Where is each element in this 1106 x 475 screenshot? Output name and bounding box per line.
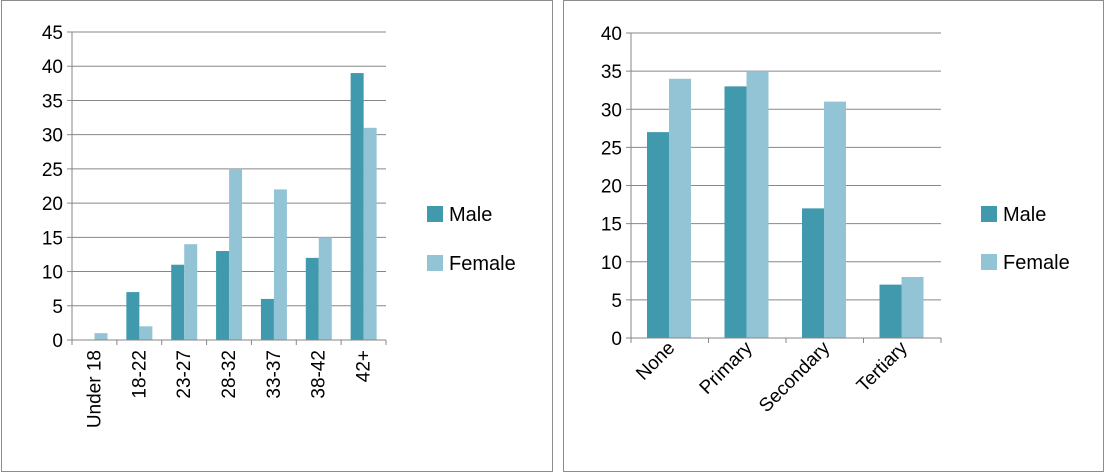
bar-female	[746, 71, 769, 338]
x-tick-label: 28-32	[219, 350, 240, 399]
bar-male	[305, 257, 319, 340]
y-tick-label: 5	[611, 291, 622, 312]
y-tick-label: 0	[611, 329, 622, 350]
y-tick-label: 20	[42, 194, 63, 215]
legend-swatch-female	[427, 255, 443, 271]
y-tick-label: 30	[601, 100, 622, 121]
x-tick-label: Primary	[696, 337, 757, 398]
legend-label-female: Female	[449, 253, 516, 275]
x-tick-label: 42+	[354, 350, 375, 382]
x-tick-label: 23-27	[174, 350, 195, 399]
bar-female	[229, 168, 243, 340]
x-tick-label: 33-37	[264, 350, 285, 399]
bar-female	[184, 244, 198, 340]
y-tick-label: 5	[52, 297, 63, 318]
y-tick-label: 20	[601, 177, 622, 198]
bar-female	[318, 237, 332, 340]
x-tick-label: Tertiary	[853, 337, 912, 396]
y-tick-label: 10	[42, 263, 63, 284]
y-tick-label: 10	[601, 253, 622, 274]
y-tick-label: 0	[52, 331, 63, 352]
bar-male	[724, 86, 747, 338]
x-tick-label: 38-42	[309, 350, 330, 399]
bar-male	[802, 208, 824, 338]
bar-female	[273, 189, 287, 340]
y-tick-label: 35	[42, 91, 63, 112]
x-tick-label: None	[632, 338, 679, 385]
y-tick-label: 40	[601, 24, 622, 45]
bar-male	[216, 251, 230, 340]
chart-panel-education: 0 5 10 15 20 25 30 35 40 None Primary Secondary Tert…	[563, 0, 1104, 472]
bar-male	[647, 132, 669, 338]
y-tick-label: 35	[601, 62, 622, 83]
bar-male	[879, 284, 902, 338]
bar-female	[94, 333, 108, 340]
y-tick-label: 15	[601, 215, 622, 236]
legend-label-male: Male	[1003, 204, 1046, 226]
y-tick-label: 30	[42, 126, 63, 147]
bar-female	[363, 127, 377, 340]
bar-female	[669, 78, 691, 338]
x-tick-label: Secondary	[755, 337, 834, 416]
legend-swatch-male	[981, 206, 997, 222]
bar-female	[824, 101, 846, 338]
bar-female	[901, 277, 924, 338]
legend-swatch-female	[981, 254, 997, 270]
legend-label-female: Female	[1003, 252, 1070, 274]
x-tick-label: Under 18	[84, 350, 105, 428]
y-tick-label: 15	[42, 228, 63, 249]
bar-male	[171, 264, 185, 340]
x-tick-label: 18-22	[129, 350, 150, 399]
legend-label-male: Male	[449, 204, 492, 226]
age-bar-chart: 0 5 10 15 20 25 30 35 40 45 Under 18 18-22 23-27 28-3…	[42, 23, 516, 428]
y-tick-label: 45	[42, 23, 63, 44]
y-tick-label: 40	[42, 57, 63, 78]
chart-panel-age: 0 5 10 15 20 25 30 35 40 45 Under 18 18-22 23-27 28-3…	[1, 0, 553, 472]
bar-male	[260, 298, 274, 340]
legend-swatch-male	[427, 206, 443, 222]
bar-male	[126, 292, 140, 340]
y-tick-label: 25	[42, 160, 63, 181]
bar-male	[350, 73, 364, 341]
bar-female	[139, 326, 153, 340]
y-tick-label: 25	[601, 138, 622, 159]
